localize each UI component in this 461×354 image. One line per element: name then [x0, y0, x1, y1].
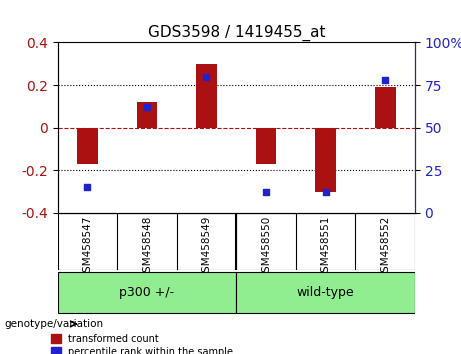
Text: p300 +/-: p300 +/-	[119, 286, 175, 299]
Point	[203, 74, 210, 79]
FancyBboxPatch shape	[58, 272, 236, 313]
Bar	[315, 128, 336, 192]
Point	[262, 190, 270, 195]
Bar	[375, 87, 396, 128]
Title: GDS3598 / 1419455_at: GDS3598 / 1419455_at	[148, 25, 325, 41]
FancyBboxPatch shape	[236, 272, 415, 313]
Text: wild-type: wild-type	[297, 286, 355, 299]
Point	[381, 77, 389, 83]
Text: genotype/variation: genotype/variation	[5, 319, 104, 329]
Bar	[255, 128, 277, 164]
Text: GSM458547: GSM458547	[83, 216, 92, 279]
Text: GSM458551: GSM458551	[320, 216, 331, 279]
Point	[84, 184, 91, 190]
Text: GSM458548: GSM458548	[142, 216, 152, 279]
Text: GSM458552: GSM458552	[380, 216, 390, 279]
Bar	[196, 64, 217, 128]
Bar	[136, 102, 157, 128]
Text: GSM458549: GSM458549	[201, 216, 212, 279]
Point	[143, 104, 151, 110]
Bar	[77, 128, 98, 164]
Text: GSM458550: GSM458550	[261, 216, 271, 279]
Legend: transformed count, percentile rank within the sample: transformed count, percentile rank withi…	[51, 334, 233, 354]
Point	[322, 190, 329, 195]
